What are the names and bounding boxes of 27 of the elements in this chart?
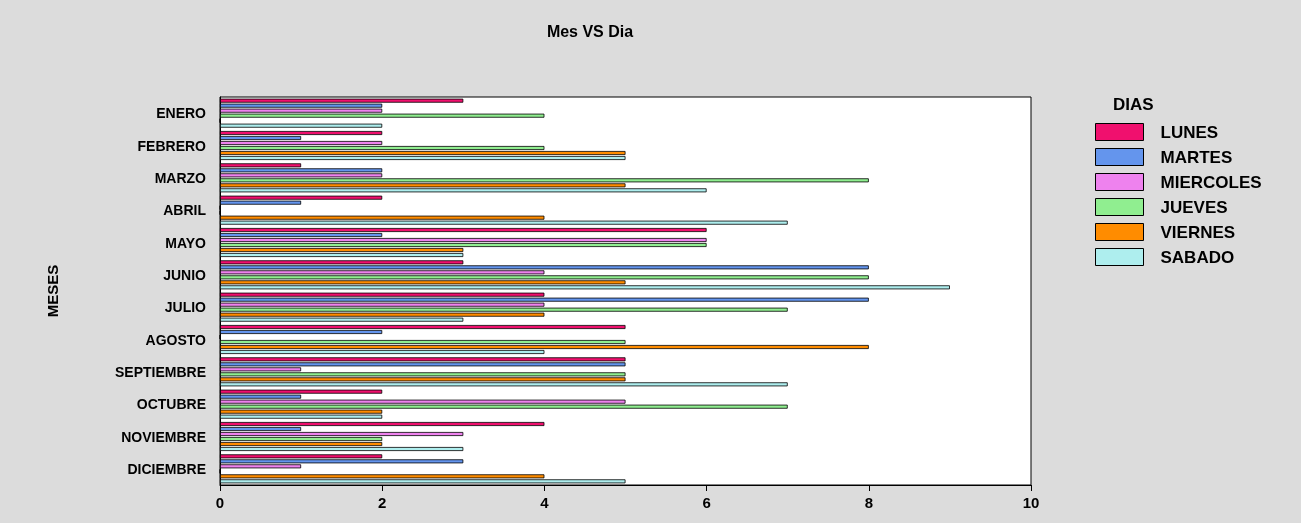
legend-label: LUNES — [1160, 122, 1219, 142]
y-axis-title: MESES — [44, 264, 61, 318]
y-tick-label: MARZO — [154, 169, 207, 186]
y-tick-label: FEBRERO — [137, 137, 207, 154]
legend-title: DIAS — [1113, 95, 1154, 114]
x-tick-label: 8 — [864, 494, 873, 511]
y-tick-label: JULIO — [164, 299, 207, 316]
x-tick-label: 2 — [378, 494, 387, 511]
y-tick-label: ENERO — [156, 105, 207, 122]
legend-label: MIERCOLES — [1160, 172, 1262, 192]
legend-label: MARTES — [1160, 147, 1233, 167]
y-tick-label: AGOSTO — [145, 331, 207, 348]
y-tick-label: JUNIO — [163, 266, 207, 283]
legend-label: JUEVES — [1160, 197, 1228, 217]
legend-label: VIERNES — [1160, 222, 1236, 242]
y-tick-label: ABRIL — [163, 202, 207, 219]
y-tick-label: MAYO — [165, 234, 207, 251]
y-tick-label: NOVIEMBRE — [121, 428, 206, 445]
x-tick-label: 6 — [702, 494, 711, 511]
y-tick-label: DICIEMBRE — [127, 460, 206, 477]
y-tick-label: OCTUBRE — [136, 396, 206, 413]
y-tick-label: SEPTIEMBRE — [114, 363, 206, 380]
legend-label: SABADO — [1160, 247, 1235, 267]
x-tick-label: 0 — [215, 494, 225, 511]
chart-title: Mes VS Dia — [546, 22, 634, 40]
x-tick-label: 4 — [540, 494, 550, 511]
x-tick-label: 10 — [1022, 494, 1040, 511]
